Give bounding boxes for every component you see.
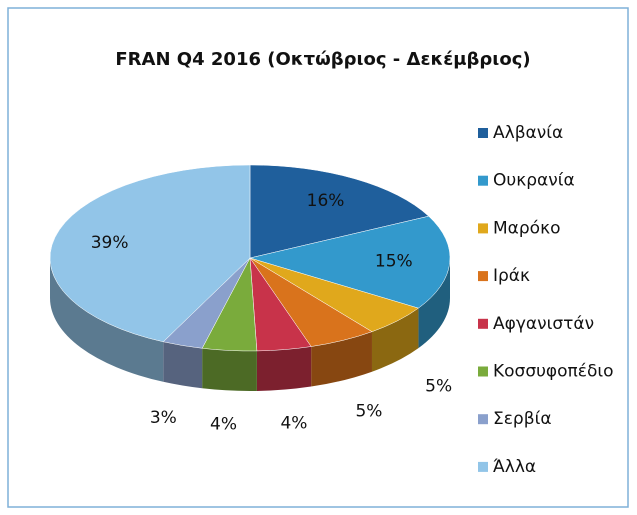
data-label: 4% bbox=[280, 413, 307, 433]
data-label: 4% bbox=[210, 414, 237, 434]
pie-side bbox=[163, 341, 203, 389]
legend-label: Αλβανία bbox=[493, 123, 563, 143]
legend-swatch bbox=[478, 366, 488, 377]
chart-title: FRAN Q4 2016 (Οκτώβριος - Δεκέμβριος) bbox=[115, 49, 530, 70]
pie-side bbox=[418, 258, 451, 349]
legend-label: Σερβία bbox=[493, 409, 552, 429]
data-label: 5% bbox=[355, 401, 382, 421]
pie-side bbox=[371, 308, 419, 372]
legend-label: Αφγανιστάν bbox=[493, 314, 594, 334]
data-label: 15% bbox=[375, 251, 413, 271]
legend-swatch bbox=[478, 414, 488, 425]
legend-swatch bbox=[478, 223, 488, 234]
legend-label: Ιράκ bbox=[493, 266, 530, 286]
legend-swatch bbox=[478, 271, 488, 282]
legend-label: Κοσσυφοπέδιο bbox=[493, 362, 614, 382]
legend-swatch bbox=[478, 461, 488, 472]
legend-label: Μαρόκο bbox=[493, 218, 561, 238]
data-label: 5% bbox=[425, 376, 452, 396]
legend-swatch bbox=[478, 175, 488, 186]
pie-slice bbox=[249, 215, 451, 309]
pie-side bbox=[202, 348, 257, 391]
legend-label: Ουκρανία bbox=[493, 171, 575, 191]
data-label: 39% bbox=[91, 233, 129, 253]
pie-side bbox=[311, 331, 372, 387]
pie-slice bbox=[249, 164, 430, 259]
data-label: 3% bbox=[150, 408, 177, 428]
legend-swatch bbox=[478, 318, 488, 329]
data-label: 16% bbox=[307, 191, 345, 211]
pie-slice bbox=[49, 164, 251, 343]
legend-label: Άλλα bbox=[493, 457, 536, 477]
legend-swatch bbox=[478, 128, 488, 138]
pie-side bbox=[50, 258, 164, 382]
pie-side bbox=[256, 346, 312, 391]
